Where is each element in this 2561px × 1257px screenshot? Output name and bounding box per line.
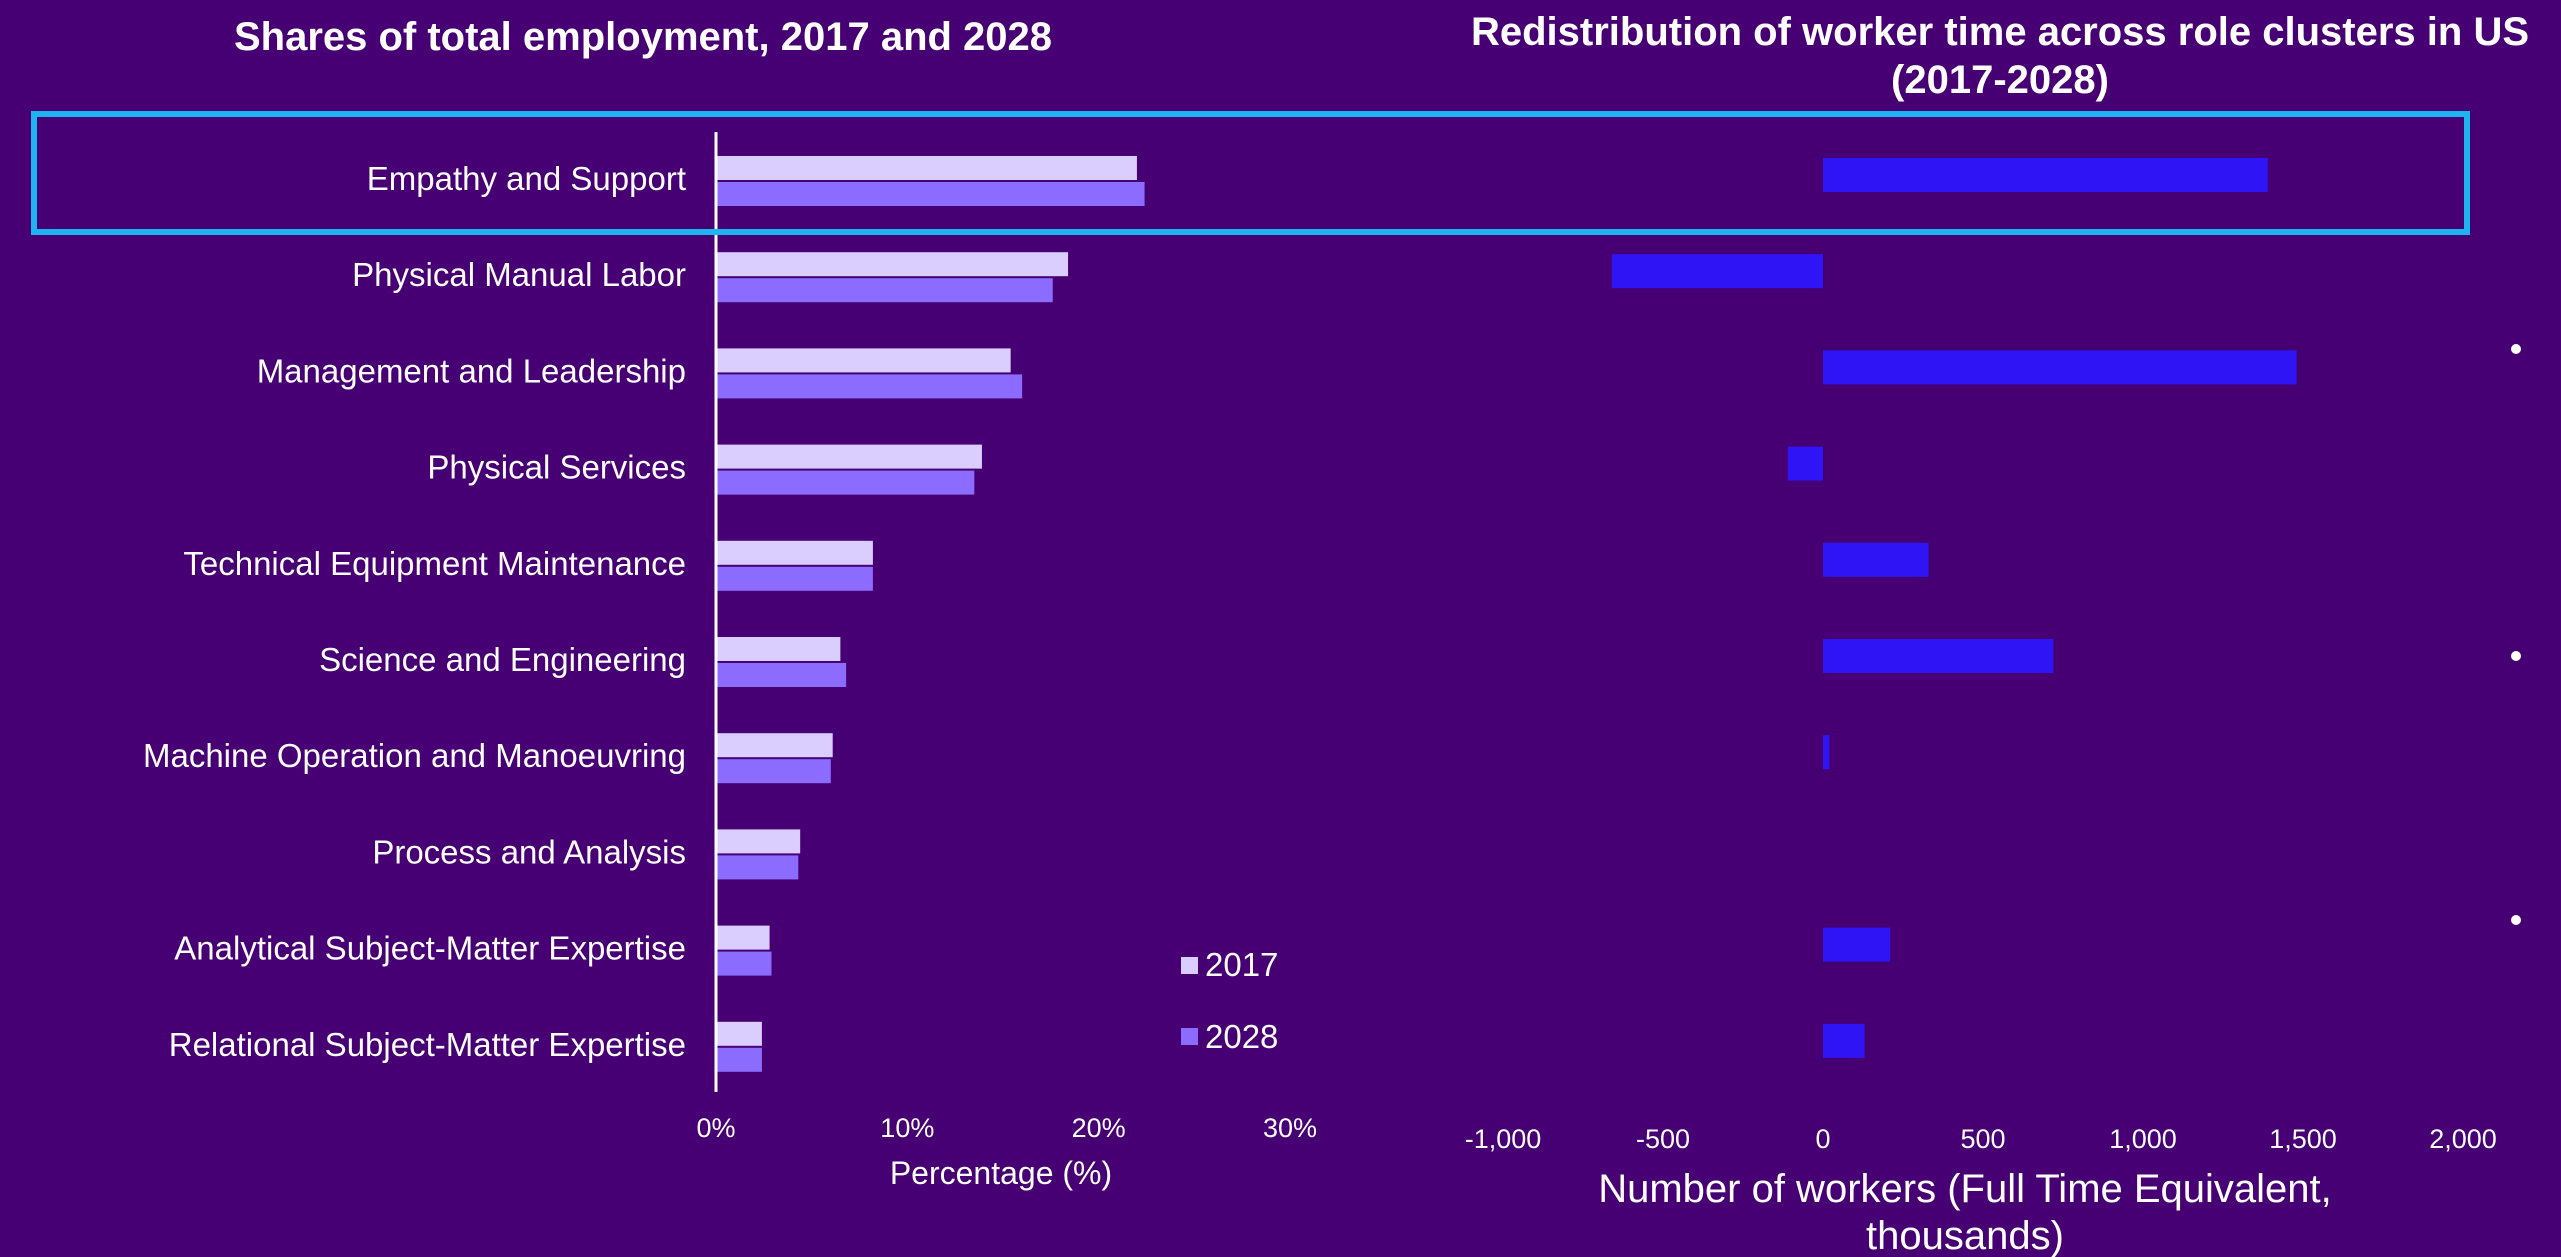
right-x-tick-1-000: 1,000 <box>2109 1124 2177 1154</box>
category-label-relational-subject-matter-expertise: Relational Subject-Matter Expertise <box>169 1026 686 1063</box>
employment-share-chart: Shares of total employment, 2017 and 202… <box>143 15 1317 1191</box>
right-x-tick-500: 500 <box>1960 1124 2005 1154</box>
change-bar-technical-equipment-maintenance <box>1823 542 1929 577</box>
bar-2017-analytical-subject-matter-expertise <box>716 925 770 950</box>
bar-2028-analytical-subject-matter-expertise <box>716 951 772 976</box>
bar-2028-science-and-engineering <box>716 663 847 687</box>
bar-2017-physical-manual-labor <box>716 252 1069 277</box>
right-x-tick-500: -500 <box>1636 1124 1690 1154</box>
right-bars <box>1611 158 2297 1058</box>
category-label-process-and-analysis: Process and Analysis <box>372 833 686 870</box>
change-bar-management-and-leadership <box>1823 350 2297 385</box>
right-x-tick-labels: -1,000 -500 0 500 1,000 1,500 2,000 <box>1465 1124 2497 1154</box>
right-x-axis-label-line-2: thousands) <box>1866 1214 2064 1257</box>
bar-2028-management-and-leadership <box>716 374 1023 399</box>
bar-2028-machine-operation-and-manoeuvring <box>716 759 831 784</box>
right-chart-title-line-1: Redistribution of worker time across rol… <box>1471 10 2529 54</box>
change-bar-science-and-engineering <box>1823 639 2054 673</box>
highlight-box-empathy-and-support <box>31 111 2470 235</box>
category-label-physical-services: Physical Services <box>427 449 686 486</box>
change-bar-empathy-and-support <box>1823 158 2268 192</box>
bullet-dot <box>2511 915 2521 925</box>
left-chart-title: Shares of total employment, 2017 and 202… <box>234 15 1052 59</box>
change-bar-physical-manual-labor <box>1611 254 1823 289</box>
category-label-management-and-leadership: Management and Leadership <box>257 352 686 389</box>
bar-2028-relational-subject-matter-expertise <box>716 1047 762 1072</box>
bar-2028-technical-equipment-maintenance <box>716 566 873 591</box>
category-label-physical-manual-labor: Physical Manual Labor <box>352 256 686 293</box>
bullet-dot <box>2511 344 2521 354</box>
bar-2017-process-and-analysis <box>716 829 801 854</box>
category-label-science-and-engineering: Science and Engineering <box>319 641 686 678</box>
category-label-analytical-subject-matter-expertise: Analytical Subject-Matter Expertise <box>174 930 686 967</box>
change-bar-analytical-subject-matter-expertise <box>1823 927 1891 962</box>
right-x-tick-0: 0 <box>1815 1124 1830 1154</box>
bar-2017-relational-subject-matter-expertise <box>716 1021 762 1046</box>
category-label-technical-equipment-maintenance: Technical Equipment Maintenance <box>183 545 686 582</box>
left-x-tick-20: 20% <box>1072 1113 1126 1143</box>
change-bar-machine-operation-and-manoeuvring <box>1823 735 1830 770</box>
change-bar-relational-subject-matter-expertise <box>1823 1023 1865 1058</box>
left-x-tick-labels: 0% 10% 20% 30% <box>696 1113 1317 1143</box>
bullet-dot <box>2511 651 2521 661</box>
legend-swatch-2017 <box>1181 957 1198 974</box>
bar-2017-science-and-engineering <box>716 637 841 661</box>
left-x-tick-0: 0% <box>696 1113 735 1143</box>
right-x-tick-1-500: 1,500 <box>2269 1124 2337 1154</box>
bar-2017-management-and-leadership <box>716 348 1011 373</box>
right-x-tick-2-000: 2,000 <box>2429 1124 2497 1154</box>
right-x-axis-label-line-1: Number of workers (Full Time Equivalent, <box>1598 1167 2332 1211</box>
legend-swatch-2028 <box>1181 1028 1198 1045</box>
bar-2017-empathy-and-support <box>716 156 1137 180</box>
bar-2028-empathy-and-support <box>716 182 1145 206</box>
left-x-tick-30: 30% <box>1263 1113 1317 1143</box>
bar-2017-machine-operation-and-manoeuvring <box>716 733 833 758</box>
legend-label-2028: 2028 <box>1205 1018 1278 1055</box>
left-category-labels: Empathy and Support Physical Manual Labor… <box>143 160 686 1063</box>
left-x-axis-label: Percentage (%) <box>890 1155 1112 1191</box>
change-bar-physical-services <box>1787 446 1823 481</box>
right-chart-title-line-2: (2017-2028) <box>1891 58 2109 102</box>
legend-label-2017: 2017 <box>1205 946 1278 983</box>
legend: 2017 2028 <box>1181 946 1278 1055</box>
bar-2028-physical-services <box>716 470 975 495</box>
right-x-tick-1-000: -1,000 <box>1465 1124 1542 1154</box>
category-label-machine-operation-and-manoeuvring: Machine Operation and Manoeuvring <box>143 737 686 774</box>
left-bars <box>716 156 1145 1072</box>
worker-redistribution-chart: Redistribution of worker time across rol… <box>1465 10 2529 1257</box>
left-x-tick-10: 10% <box>880 1113 934 1143</box>
bar-2028-physical-manual-labor <box>716 278 1053 303</box>
bar-2028-process-and-analysis <box>716 855 799 880</box>
bar-2017-technical-equipment-maintenance <box>716 540 873 565</box>
bar-2017-physical-services <box>716 444 982 469</box>
category-label-empathy-and-support: Empathy and Support <box>367 160 686 197</box>
